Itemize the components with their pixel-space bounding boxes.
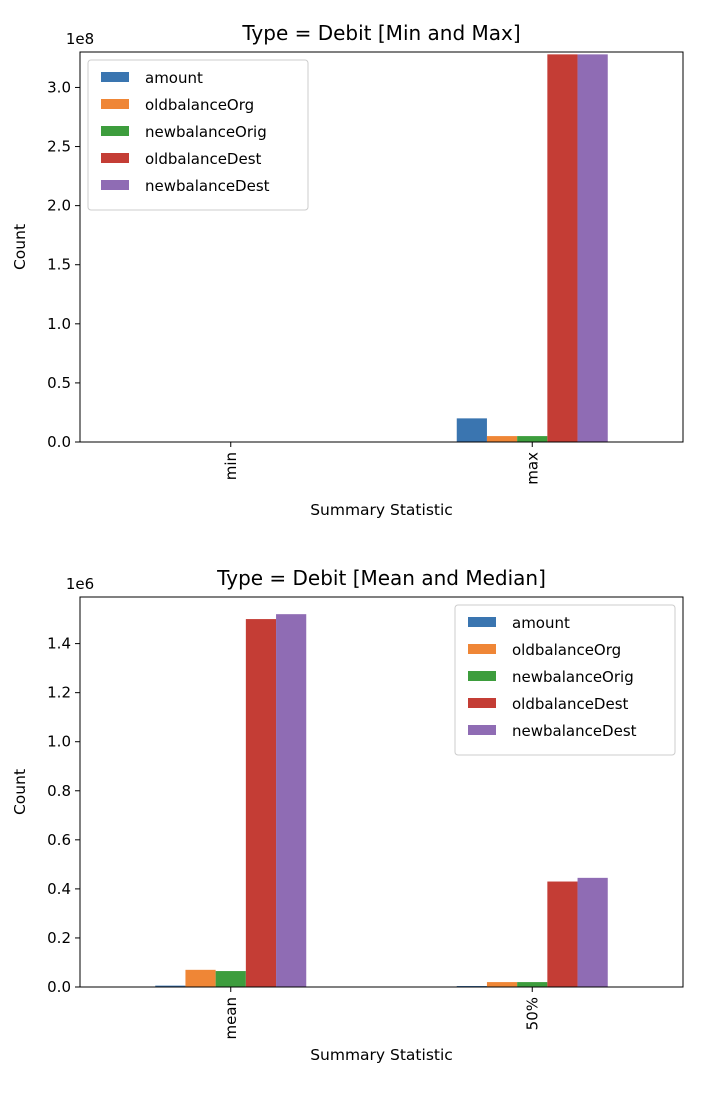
legend-box [454,604,676,756]
y-axis-label: Count [11,224,29,270]
legend-label-oldbalanceOrg: oldbalanceOrg [512,641,621,659]
bar-newbalanceOrig-50% [517,982,548,987]
legend-swatch-amount [101,72,129,82]
legend-swatch-newbalanceOrig [101,126,129,136]
y-tick-label: 1.4 [47,635,71,653]
y-tick-label: 2.5 [47,138,71,156]
bar-newbalanceOrig-max [517,436,548,442]
x-tick-label: max [523,452,541,485]
legend-label-newbalanceOrig: newbalanceOrig [145,123,267,141]
y-tick-label: 0.0 [47,978,71,996]
bar-newbalanceDest-50% [577,877,608,987]
y-tick-label: 2.0 [47,197,71,215]
bar-oldbalanceOrg-max [486,436,518,442]
x-axis-label: Summary Statistic [310,1046,453,1064]
bar-newbalanceDest-max [577,54,608,442]
bar-amount-max [456,418,487,442]
bar-oldbalanceOrg-50% [486,982,518,987]
legend-box [87,59,309,211]
chart-title: Type = Debit [Min and Max] [241,21,520,45]
legend-label-oldbalanceDest: oldbalanceDest [145,150,262,168]
legend-label-newbalanceDest: newbalanceDest [145,177,270,195]
axis-multiplier: 1e8 [66,30,94,48]
y-tick-label: 1.0 [47,733,71,751]
y-tick-label: 0.0 [47,433,71,451]
legend-swatch-oldbalanceDest [101,153,129,163]
x-axis-label: Summary Statistic [310,501,453,519]
legend-swatch-oldbalanceDest [468,698,496,708]
bar-amount-mean [155,985,186,987]
x-tick-label: min [222,452,240,480]
bar-oldbalanceDest-mean [245,619,277,987]
legend-swatch-amount [468,617,496,627]
bar-oldbalanceOrg-mean [185,969,216,987]
legend-label-newbalanceOrig: newbalanceOrig [512,668,634,686]
legend-label-amount: amount [145,69,203,87]
bar-newbalanceDest-mean [276,614,307,987]
chart-mean-median: Type = Debit [Mean and Median] 1e6 0.0 0.2 0… [11,566,684,1064]
legend-swatch-newbalanceDest [101,180,129,190]
y-tick-label: 0.6 [47,831,71,849]
y-tick-label: 0.8 [47,782,71,800]
bar-oldbalanceDest-max [547,54,578,442]
legend-swatch-oldbalanceOrg [468,644,496,654]
y-tick-label: 1.0 [47,315,71,333]
legend-swatch-newbalanceOrig [468,671,496,681]
y-tick-label: 0.4 [47,880,71,898]
bar-oldbalanceDest-50% [547,881,578,987]
y-tick-label: 1.2 [47,684,71,702]
chart-min-max: Type = Debit [Min and Max] 1e8 0.0 0.5 1.0 1.… [11,21,684,519]
y-axis-label: Count [11,769,29,815]
y-tick-label: 1.5 [47,256,71,274]
x-tick-label: 50% [523,997,541,1030]
legend-swatch-newbalanceDest [468,725,496,735]
legend-label-newbalanceDest: newbalanceDest [512,722,637,740]
y-tick-label: 3.0 [47,78,71,96]
legend-label-amount: amount [512,614,570,632]
y-tick-label: 0.2 [47,929,71,947]
axis-multiplier: 1e6 [66,575,94,593]
legend: amount oldbalanceOrg newbalanceOrig oldbala… [87,59,309,211]
legend: amount oldbalanceOrg newbalanceOrig oldbala… [454,604,676,756]
legend-swatch-oldbalanceOrg [101,99,129,109]
x-tick-label: mean [222,997,240,1040]
y-tick-label: 0.5 [47,374,71,392]
chart-title: Type = Debit [Mean and Median] [216,566,546,590]
plot-frame [79,596,684,988]
legend-label-oldbalanceOrg: oldbalanceOrg [145,96,254,114]
plot-frame [79,51,684,443]
legend-label-oldbalanceDest: oldbalanceDest [512,695,629,713]
bar-newbalanceOrig-mean [215,971,246,987]
